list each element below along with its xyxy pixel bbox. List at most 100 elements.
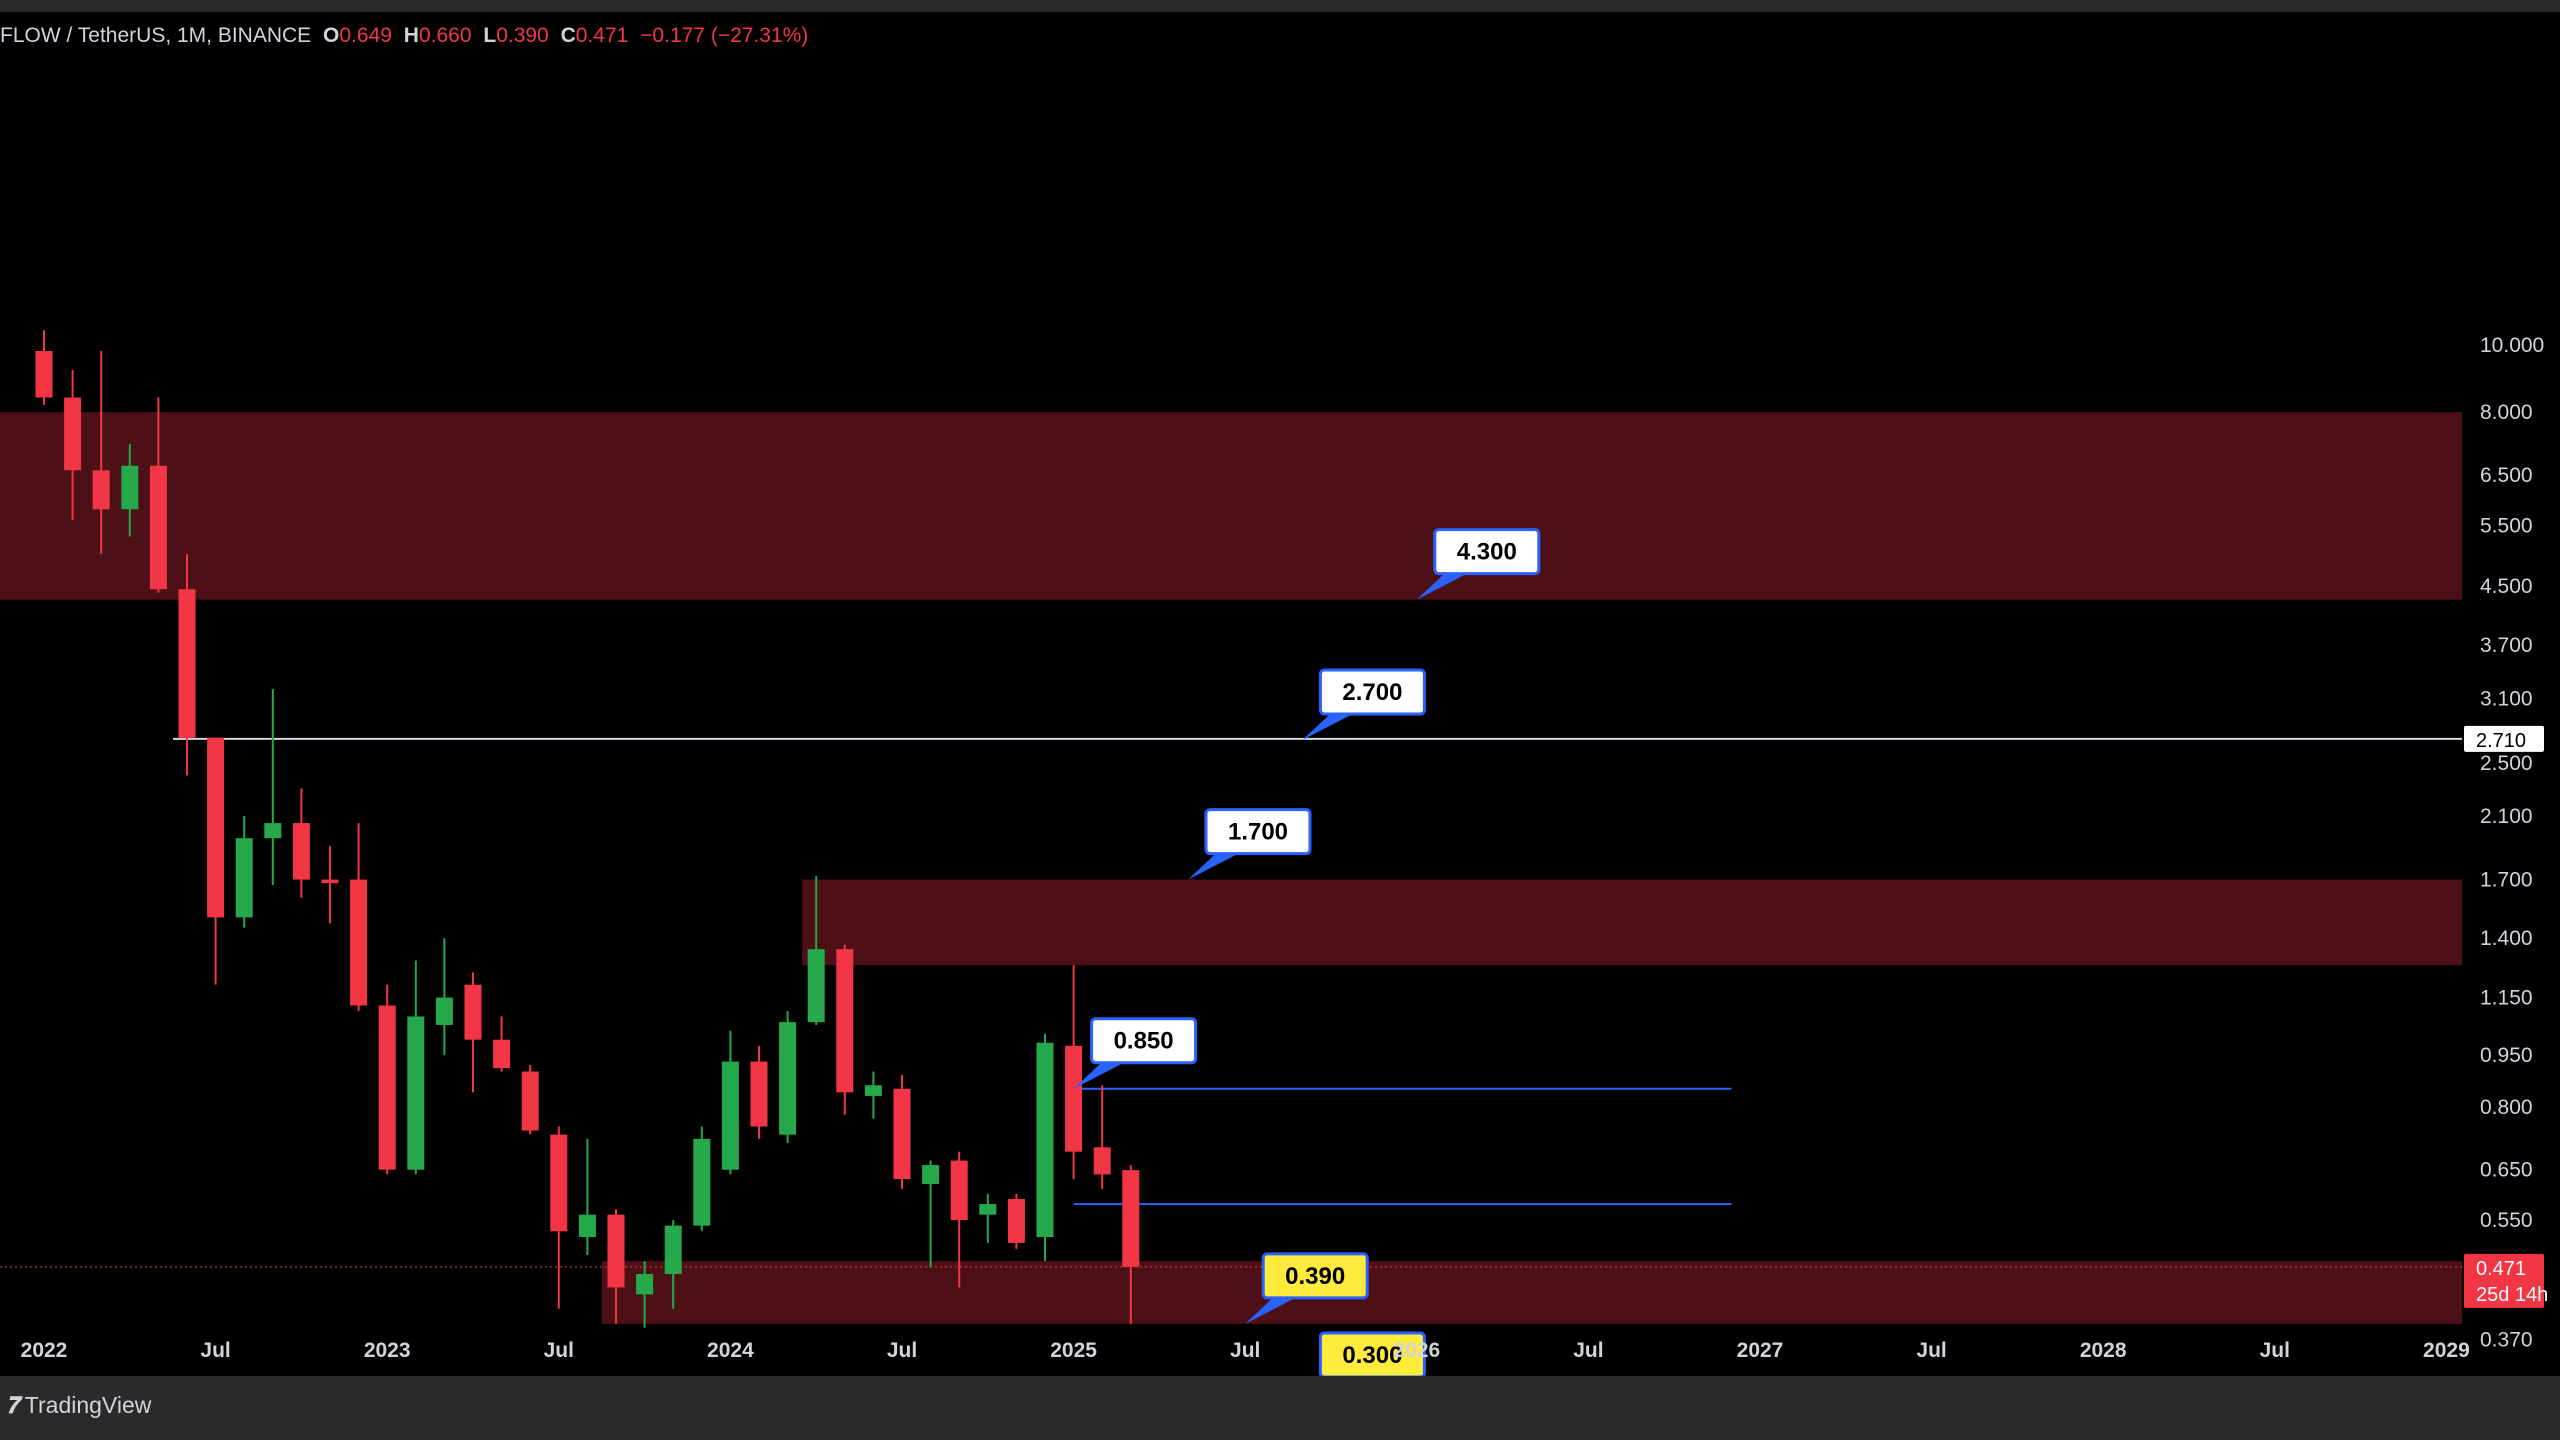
y-tick-label: 0.550 [2480,1209,2533,1232]
candle [750,1045,768,1139]
candle [350,823,368,1011]
candle-body [664,1225,682,1275]
candle-body [378,1005,396,1170]
x-tick-label: Jul [1916,1339,1946,1362]
candle [578,1138,596,1255]
candle-body [807,949,825,1023]
callout-pointer [1245,1293,1304,1324]
top-strip [0,0,2560,12]
y-tick-label: 0.800 [2480,1096,2533,1119]
x-tick-label: 2027 [1737,1339,1784,1362]
x-tick-label: 2025 [1050,1339,1097,1362]
candle-body [35,350,53,398]
candle-body [864,1085,882,1096]
callout-pointer [1073,1058,1132,1089]
candle [35,330,53,405]
candle-body [979,1204,997,1215]
price-tag: 2.710 [2464,725,2544,752]
candle [435,938,453,1056]
callout-pointer [1188,849,1246,880]
candle [950,1151,968,1288]
y-tick-label: 0.950 [2480,1044,2533,1067]
candle-body [321,879,339,884]
candle [378,984,396,1175]
y-tick-label: 1.700 [2480,869,2533,892]
x-tick-label: 2026 [1393,1339,1440,1362]
candle [721,1030,739,1175]
candle [550,1126,568,1309]
candle [92,350,110,555]
candle [149,397,167,593]
ohlc-change: −0.177 (−27.31%) [640,24,809,47]
ohlc-close: C0.471 [560,24,629,47]
candle-body [836,949,854,1093]
x-tick-label: 2022 [21,1339,68,1362]
callout-box [1433,528,1541,576]
x-tick-label: 2028 [2080,1339,2127,1362]
symbol-name[interactable]: FLOW / TetherUS, 1M, BINANCE [0,24,312,47]
footer-bar [0,1376,2560,1440]
candle-body [950,1160,968,1221]
price-callout: 0.300 [1318,1331,1426,1376]
candle [493,1016,511,1072]
supply-zone [602,1261,2462,1324]
price-callout: 2.700 [1302,668,1426,740]
candle-body [922,1165,940,1184]
candle-body [207,737,225,918]
candle-body [149,465,167,590]
candle-body [64,397,82,471]
symbol-legend[interactable]: FLOW / TetherUS, 1M, BINANCE O0.649 H0.6… [0,24,814,52]
y-tick-label: 4.500 [2480,575,2533,598]
y-tick-label: 0.370 [2480,1329,2533,1352]
ohlc-low: L0.390 [483,24,549,47]
candle-body [779,1022,797,1135]
callout-label: 0.850 [1114,1028,1174,1055]
y-tick-label: 5.500 [2480,514,2533,537]
candle [836,944,854,1115]
x-tick-label: Jul [1230,1339,1260,1362]
tradingview-logo[interactable]: 𝟕 TradingView [6,1392,151,1419]
callout-pointer [1302,709,1361,740]
candle [464,972,482,1093]
supply-zone [0,412,2462,600]
x-tick-label: Jul [1573,1339,1603,1362]
candle [607,1209,625,1324]
ohlc-high: H0.660 [403,24,472,47]
tradingview-icon: 𝟕 [6,1392,19,1418]
candle-body [693,1138,711,1226]
candle [1007,1193,1025,1249]
candle [121,444,139,537]
price-tag-countdown: 25d 14h [2476,1284,2548,1306]
x-tick-label: Jul [200,1339,230,1362]
candle [979,1193,997,1243]
candle [207,737,225,985]
callout-label: 4.300 [1457,539,1517,566]
x-tick-label: Jul [2260,1339,2290,1362]
candle [922,1160,940,1268]
price-callout: 0.390 [1245,1252,1369,1324]
y-tick-label: 2.500 [2480,752,2533,775]
price-tag-box [2464,725,2544,752]
y-tick-label: 6.500 [2480,464,2533,487]
candle-body [92,470,110,510]
y-tick-label: 2.100 [2480,805,2533,828]
candle-body [550,1134,568,1232]
y-tick-label: 3.700 [2480,634,2533,657]
callout-label: 0.390 [1285,1263,1345,1290]
candle-body [578,1214,596,1238]
candle [1036,1033,1054,1262]
candle-body [1093,1147,1111,1175]
candle-body [1122,1170,1140,1267]
candle-body [493,1039,511,1069]
candle-body [1036,1042,1054,1238]
x-tick-label: 2024 [707,1339,754,1362]
callout-pointer [1416,569,1475,600]
candle [64,370,82,520]
candle [1065,965,1083,1180]
callout-box [1090,1017,1198,1065]
candle [521,1064,539,1135]
candle [321,846,339,924]
callout-label: 2.700 [1342,679,1402,706]
callout-box [1261,1252,1369,1300]
